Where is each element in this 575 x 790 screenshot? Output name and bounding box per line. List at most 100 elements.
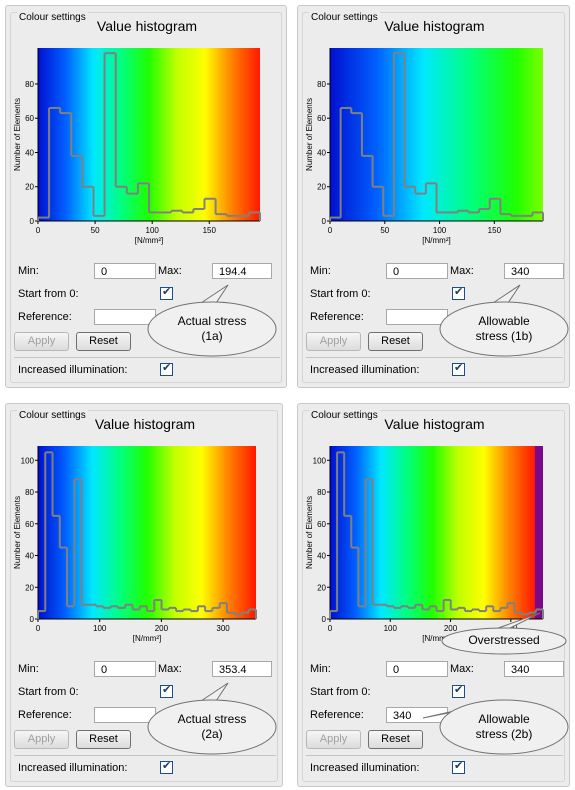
reset-button[interactable]: Reset bbox=[368, 332, 423, 351]
panel: Colour settings Value histogram 0 20 40 60 80 0… bbox=[297, 5, 570, 388]
min-label: Min: bbox=[310, 663, 331, 675]
reset-button[interactable]: Reset bbox=[76, 730, 131, 749]
y-axis-label: Number of Elements bbox=[13, 98, 22, 171]
panel: Colour settings Value histogram 0 20 40 60 80 0… bbox=[5, 5, 287, 388]
max-input[interactable]: 353.4 bbox=[212, 661, 272, 677]
illumination-checkbox[interactable]: ✔ bbox=[452, 362, 465, 376]
x-tick-label: 100 bbox=[146, 226, 160, 235]
histogram: Value histogram 0 20 40 60 80 0 50 100 150 Number … bbox=[305, 18, 544, 245]
start-label: Start from 0: bbox=[310, 686, 371, 698]
min-input[interactable]: 0 bbox=[386, 661, 448, 677]
reference-label: Reference: bbox=[18, 311, 72, 323]
x-tick-label: 50 bbox=[91, 226, 100, 235]
reference-label: Reference: bbox=[310, 311, 364, 323]
y-axis-label: Number of Elements bbox=[305, 98, 314, 171]
group-title: Colour settings bbox=[309, 12, 380, 23]
x-tick-label: 100 bbox=[433, 226, 447, 235]
y-tick-label: 0 bbox=[322, 615, 327, 624]
reset-button[interactable]: Reset bbox=[368, 730, 423, 749]
y-tick-label: 60 bbox=[25, 114, 34, 123]
max-input[interactable]: 340 bbox=[504, 263, 564, 279]
start-checkbox[interactable]: ✔ bbox=[452, 286, 465, 300]
chart-title: Value histogram bbox=[384, 18, 484, 34]
illumination-checkbox[interactable]: ✔ bbox=[160, 362, 173, 376]
illumination-label: Increased illumination: bbox=[18, 364, 128, 376]
min-input[interactable]: 0 bbox=[94, 661, 156, 677]
callout-text: Allowable stress (2b) bbox=[475, 712, 533, 741]
apply-button[interactable]: Apply bbox=[306, 332, 361, 351]
check-mark: ✔ bbox=[162, 760, 172, 772]
max-input[interactable]: 340 bbox=[504, 661, 564, 677]
max-label: Max: bbox=[158, 663, 182, 675]
x-axis-label: [N/mm²] bbox=[422, 236, 450, 245]
panel: Colour settings Value histogram 0 20 40 60 80 1… bbox=[5, 403, 283, 787]
group-title: Colour settings bbox=[17, 12, 88, 23]
y-tick-label: 60 bbox=[317, 520, 326, 529]
group-box: Colour settings bbox=[10, 410, 278, 782]
reference-input[interactable] bbox=[94, 309, 156, 325]
check-mark: ✔ bbox=[454, 286, 464, 298]
y-tick-label: 100 bbox=[21, 456, 35, 465]
start-label: Start from 0: bbox=[310, 288, 371, 300]
x-tick-label: 0 bbox=[36, 624, 41, 633]
x-axis-label: [N/mm²] bbox=[422, 634, 450, 643]
plot-background bbox=[38, 446, 256, 619]
apply-button[interactable]: Apply bbox=[306, 730, 361, 749]
histogram: Value histogram 0 20 40 60 80 0 50 100 150 Number … bbox=[13, 18, 261, 245]
start-checkbox[interactable]: ✔ bbox=[160, 684, 173, 698]
plot-background bbox=[330, 446, 543, 619]
y-axis-label: Number of Elements bbox=[305, 496, 314, 569]
x-tick-label: 200 bbox=[155, 624, 169, 633]
y-tick-label: 60 bbox=[25, 520, 34, 529]
x-tick-label: 150 bbox=[203, 226, 217, 235]
y-tick-label: 0 bbox=[30, 217, 35, 226]
start-label: Start from 0: bbox=[18, 686, 79, 698]
max-input[interactable]: 194.4 bbox=[212, 263, 272, 279]
y-tick-label: 80 bbox=[317, 488, 326, 497]
start-checkbox[interactable]: ✔ bbox=[160, 286, 173, 300]
panel: Colour settings Value histogram 0 20 40 60 80 1… bbox=[297, 403, 570, 787]
separator bbox=[14, 357, 280, 358]
reference-input[interactable] bbox=[94, 707, 156, 723]
y-tick-label: 40 bbox=[25, 552, 34, 561]
y-tick-label: 20 bbox=[317, 583, 326, 592]
x-tick-label: 0 bbox=[328, 226, 333, 235]
y-tick-label: 80 bbox=[25, 488, 34, 497]
x-tick-label: 0 bbox=[36, 226, 41, 235]
max-label: Max: bbox=[158, 265, 182, 277]
x-tick-label: 100 bbox=[384, 624, 398, 633]
apply-button[interactable]: Apply bbox=[14, 332, 69, 351]
check-mark: ✔ bbox=[454, 362, 464, 374]
y-tick-label: 40 bbox=[317, 552, 326, 561]
min-label: Min: bbox=[310, 265, 331, 277]
check-mark: ✔ bbox=[162, 684, 172, 696]
y-tick-label: 40 bbox=[317, 148, 326, 157]
histogram: Value histogram 0 20 40 60 80 100 0 100 200 300 Num… bbox=[305, 416, 544, 643]
apply-button[interactable]: Apply bbox=[14, 730, 69, 749]
reference-input[interactable] bbox=[386, 309, 448, 325]
reset-button[interactable]: Reset bbox=[76, 332, 131, 351]
x-tick-label: 150 bbox=[488, 226, 502, 235]
chart-title: Value histogram bbox=[95, 416, 195, 432]
max-label: Max: bbox=[450, 265, 474, 277]
min-input[interactable]: 0 bbox=[386, 263, 448, 279]
x-axis-label: [N/mm²] bbox=[135, 236, 163, 245]
reference-label: Reference: bbox=[310, 709, 364, 721]
check-mark: ✔ bbox=[454, 684, 464, 696]
x-tick-label: 50 bbox=[380, 226, 389, 235]
reference-input[interactable]: 340 bbox=[386, 707, 448, 723]
min-label: Min: bbox=[18, 265, 39, 277]
start-label: Start from 0: bbox=[18, 288, 79, 300]
overstressed-text: Overstressed bbox=[468, 633, 540, 647]
illumination-checkbox[interactable]: ✔ bbox=[160, 760, 173, 774]
y-tick-label: 60 bbox=[317, 114, 326, 123]
check-mark: ✔ bbox=[454, 760, 464, 772]
min-input[interactable]: 0 bbox=[94, 263, 156, 279]
y-tick-label: 0 bbox=[30, 615, 35, 624]
y-tick-label: 80 bbox=[25, 80, 34, 89]
illumination-checkbox[interactable]: ✔ bbox=[452, 760, 465, 774]
group-title: Colour settings bbox=[309, 410, 380, 421]
start-checkbox[interactable]: ✔ bbox=[452, 684, 465, 698]
group-box: Colour settings bbox=[10, 12, 282, 383]
